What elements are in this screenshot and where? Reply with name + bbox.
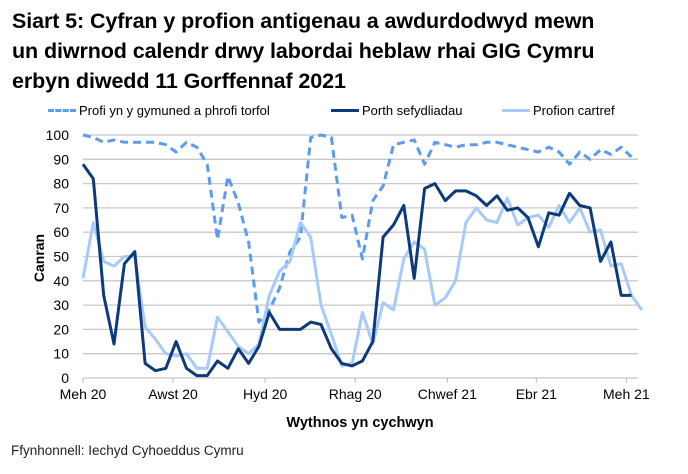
y-tick-label: 90 bbox=[53, 151, 69, 167]
x-tick-label: Awst 20 bbox=[148, 386, 198, 402]
series-line-0 bbox=[82, 133, 633, 324]
legend-item-institutions: Porth sefydliadau bbox=[331, 103, 462, 118]
y-tick-label: 50 bbox=[53, 249, 69, 265]
legend: Profi yn y gymuned a phrofi torfol Porth… bbox=[0, 103, 688, 121]
x-axis-label: Wythnos yn cychwyn bbox=[286, 415, 433, 431]
y-tick-label: 80 bbox=[53, 176, 69, 192]
light-line-swatch-icon bbox=[502, 109, 530, 112]
title-line-3: erbyn diwedd 11 Gorffennaf 2021 bbox=[12, 69, 346, 93]
legend-label: Porth sefydliadau bbox=[362, 103, 463, 118]
dark-line-swatch-icon bbox=[331, 109, 359, 112]
series-line-2 bbox=[81, 196, 644, 370]
x-tick-label: Hyd 20 bbox=[243, 386, 288, 402]
y-tick-label: 100 bbox=[46, 127, 70, 143]
x-tick-label: Meh 21 bbox=[603, 386, 650, 402]
x-tick-label: Rhag 20 bbox=[329, 386, 382, 402]
series-line-1 bbox=[81, 163, 632, 378]
legend-item-community: Profi yn y gymuned a phrofi torfol bbox=[48, 103, 270, 118]
title-line-2: un diwrnod calendr drwy labordai heblaw … bbox=[12, 39, 595, 63]
source-note: Ffynhonnell: Iechyd Cyhoeddus Cymru bbox=[11, 443, 244, 458]
x-tick-label: Chwef 21 bbox=[418, 386, 477, 402]
series-lines bbox=[81, 133, 644, 378]
y-axis-label: Canran bbox=[31, 234, 47, 282]
y-tick-label: 40 bbox=[53, 273, 69, 289]
legend-label: Profion cartref bbox=[533, 103, 615, 118]
chart-title: Siart 5: Cyfran y profion antigenau a aw… bbox=[12, 6, 682, 96]
dashed-line-swatch-icon bbox=[48, 109, 76, 112]
x-axis-ticks: Meh 20 Awst 20 Hyd 20 Rhag 20 Chwef 21 Ebr 21… bbox=[60, 378, 650, 402]
y-tick-label: 70 bbox=[53, 200, 69, 216]
legend-item-home: Profion cartref bbox=[502, 103, 615, 118]
y-tick-label: 60 bbox=[53, 224, 69, 240]
legend-label: Profi yn y gymuned a phrofi torfol bbox=[79, 103, 270, 118]
x-tick-label: Ebr 21 bbox=[516, 386, 557, 402]
y-axis-ticks: 0 10 20 30 40 50 60 70 80 90 100 bbox=[46, 127, 70, 386]
gridlines bbox=[83, 134, 638, 379]
title-line-1: Siart 5: Cyfran y profion antigenau a aw… bbox=[12, 9, 595, 33]
x-tick-label: Meh 20 bbox=[60, 386, 107, 402]
y-tick-label: 30 bbox=[53, 297, 69, 313]
y-tick-label: 0 bbox=[61, 370, 69, 386]
y-tick-label: 20 bbox=[53, 321, 69, 337]
y-tick-label: 10 bbox=[53, 346, 69, 362]
